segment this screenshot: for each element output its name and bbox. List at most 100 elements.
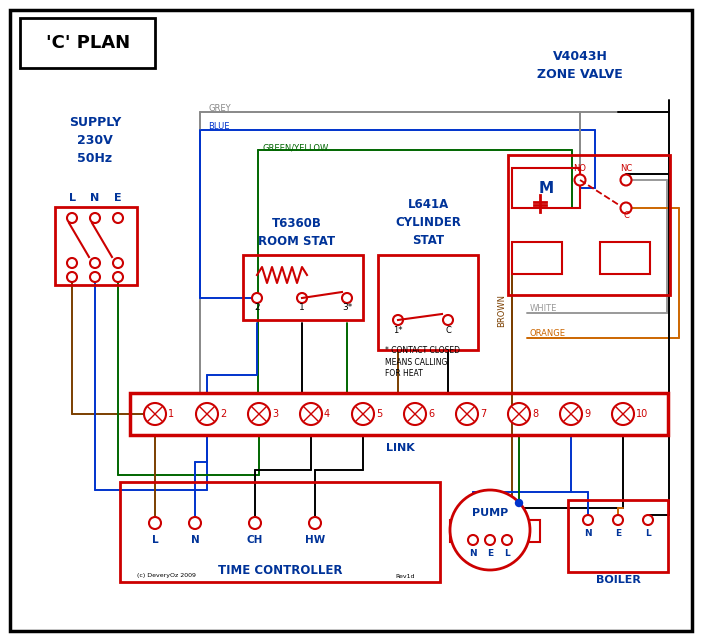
Circle shape (342, 293, 352, 303)
Circle shape (621, 174, 632, 185)
Circle shape (613, 515, 623, 525)
Circle shape (67, 213, 77, 223)
Text: 1*: 1* (393, 326, 403, 335)
Circle shape (393, 315, 403, 325)
Circle shape (144, 403, 166, 425)
Circle shape (352, 403, 374, 425)
Text: L: L (69, 193, 76, 203)
Circle shape (149, 517, 161, 529)
Circle shape (560, 403, 582, 425)
Circle shape (468, 535, 478, 545)
Bar (512, 168, 580, 208)
Circle shape (189, 517, 201, 529)
Text: L: L (152, 535, 159, 545)
Bar (568, 500, 668, 572)
Circle shape (252, 293, 262, 303)
Circle shape (67, 272, 77, 282)
Text: 3*: 3* (342, 303, 352, 312)
Bar (600, 242, 650, 274)
Text: BLUE: BLUE (208, 122, 230, 131)
Text: HW: HW (305, 535, 325, 545)
Bar (243, 255, 363, 320)
Text: 'C' PLAN: 'C' PLAN (46, 34, 130, 52)
Bar (20, 18, 155, 68)
Text: 7: 7 (480, 409, 486, 419)
Text: E: E (114, 193, 122, 203)
Circle shape (248, 403, 270, 425)
Text: 2: 2 (220, 409, 226, 419)
Text: E: E (615, 528, 621, 538)
Circle shape (515, 499, 522, 506)
Text: 3: 3 (272, 409, 278, 419)
Text: (c) DeveryOz 2009: (c) DeveryOz 2009 (137, 574, 196, 578)
Text: 4: 4 (324, 409, 330, 419)
Circle shape (574, 174, 585, 185)
Text: CH: CH (247, 535, 263, 545)
Circle shape (249, 517, 261, 529)
Text: 10: 10 (636, 409, 648, 419)
Circle shape (508, 403, 530, 425)
Circle shape (297, 293, 307, 303)
Text: SUPPLY
230V
50Hz: SUPPLY 230V 50Hz (69, 115, 121, 165)
Text: Rev1d: Rev1d (395, 574, 415, 578)
Circle shape (485, 535, 495, 545)
Text: 9: 9 (584, 409, 590, 419)
Circle shape (90, 258, 100, 268)
Bar (508, 155, 670, 295)
Circle shape (643, 515, 653, 525)
Text: N: N (584, 528, 592, 538)
Text: C: C (623, 210, 629, 219)
Text: L: L (645, 528, 651, 538)
Text: GREEN/YELLOW: GREEN/YELLOW (262, 144, 329, 153)
Circle shape (583, 515, 593, 525)
Circle shape (404, 403, 426, 425)
Text: 2: 2 (254, 303, 260, 312)
Text: N: N (191, 535, 199, 545)
Circle shape (443, 315, 453, 325)
Text: BOILER: BOILER (595, 575, 640, 585)
Text: 5: 5 (376, 409, 383, 419)
Text: L641A
CYLINDER
STAT: L641A CYLINDER STAT (395, 197, 461, 247)
Text: 1: 1 (168, 409, 174, 419)
Text: TIME CONTROLLER: TIME CONTROLLER (218, 563, 343, 576)
Bar (55, 207, 137, 285)
Circle shape (450, 490, 530, 570)
Text: NO: NO (574, 163, 586, 172)
Bar (450, 520, 468, 542)
Text: N: N (91, 193, 100, 203)
Text: LINK: LINK (385, 443, 414, 453)
Circle shape (90, 272, 100, 282)
Circle shape (612, 403, 634, 425)
Text: M: M (538, 181, 554, 196)
Text: E: E (487, 549, 493, 558)
Text: PUMP: PUMP (472, 508, 508, 518)
Circle shape (621, 203, 632, 213)
Circle shape (300, 403, 322, 425)
Text: L: L (504, 549, 510, 558)
Bar (512, 242, 562, 274)
Text: 8: 8 (532, 409, 538, 419)
Bar (522, 520, 540, 542)
Circle shape (90, 213, 100, 223)
Text: T6360B
ROOM STAT: T6360B ROOM STAT (258, 217, 336, 247)
Text: V4043H
ZONE VALVE: V4043H ZONE VALVE (537, 49, 623, 81)
Text: N: N (469, 549, 477, 558)
Text: NC: NC (620, 163, 632, 172)
Bar (120, 482, 440, 582)
Circle shape (309, 517, 321, 529)
Text: 6: 6 (428, 409, 434, 419)
Bar (130, 393, 668, 435)
Text: C: C (445, 326, 451, 335)
Circle shape (196, 403, 218, 425)
Circle shape (456, 403, 478, 425)
Bar (378, 255, 478, 350)
Text: WHITE: WHITE (530, 303, 557, 313)
Text: * CONTACT CLOSED
MEANS CALLING
FOR HEAT: * CONTACT CLOSED MEANS CALLING FOR HEAT (385, 345, 460, 378)
Text: BROWN: BROWN (498, 294, 507, 326)
Circle shape (113, 272, 123, 282)
Text: ORANGE: ORANGE (530, 328, 566, 338)
Circle shape (113, 213, 123, 223)
Circle shape (502, 535, 512, 545)
Circle shape (67, 258, 77, 268)
Circle shape (113, 258, 123, 268)
